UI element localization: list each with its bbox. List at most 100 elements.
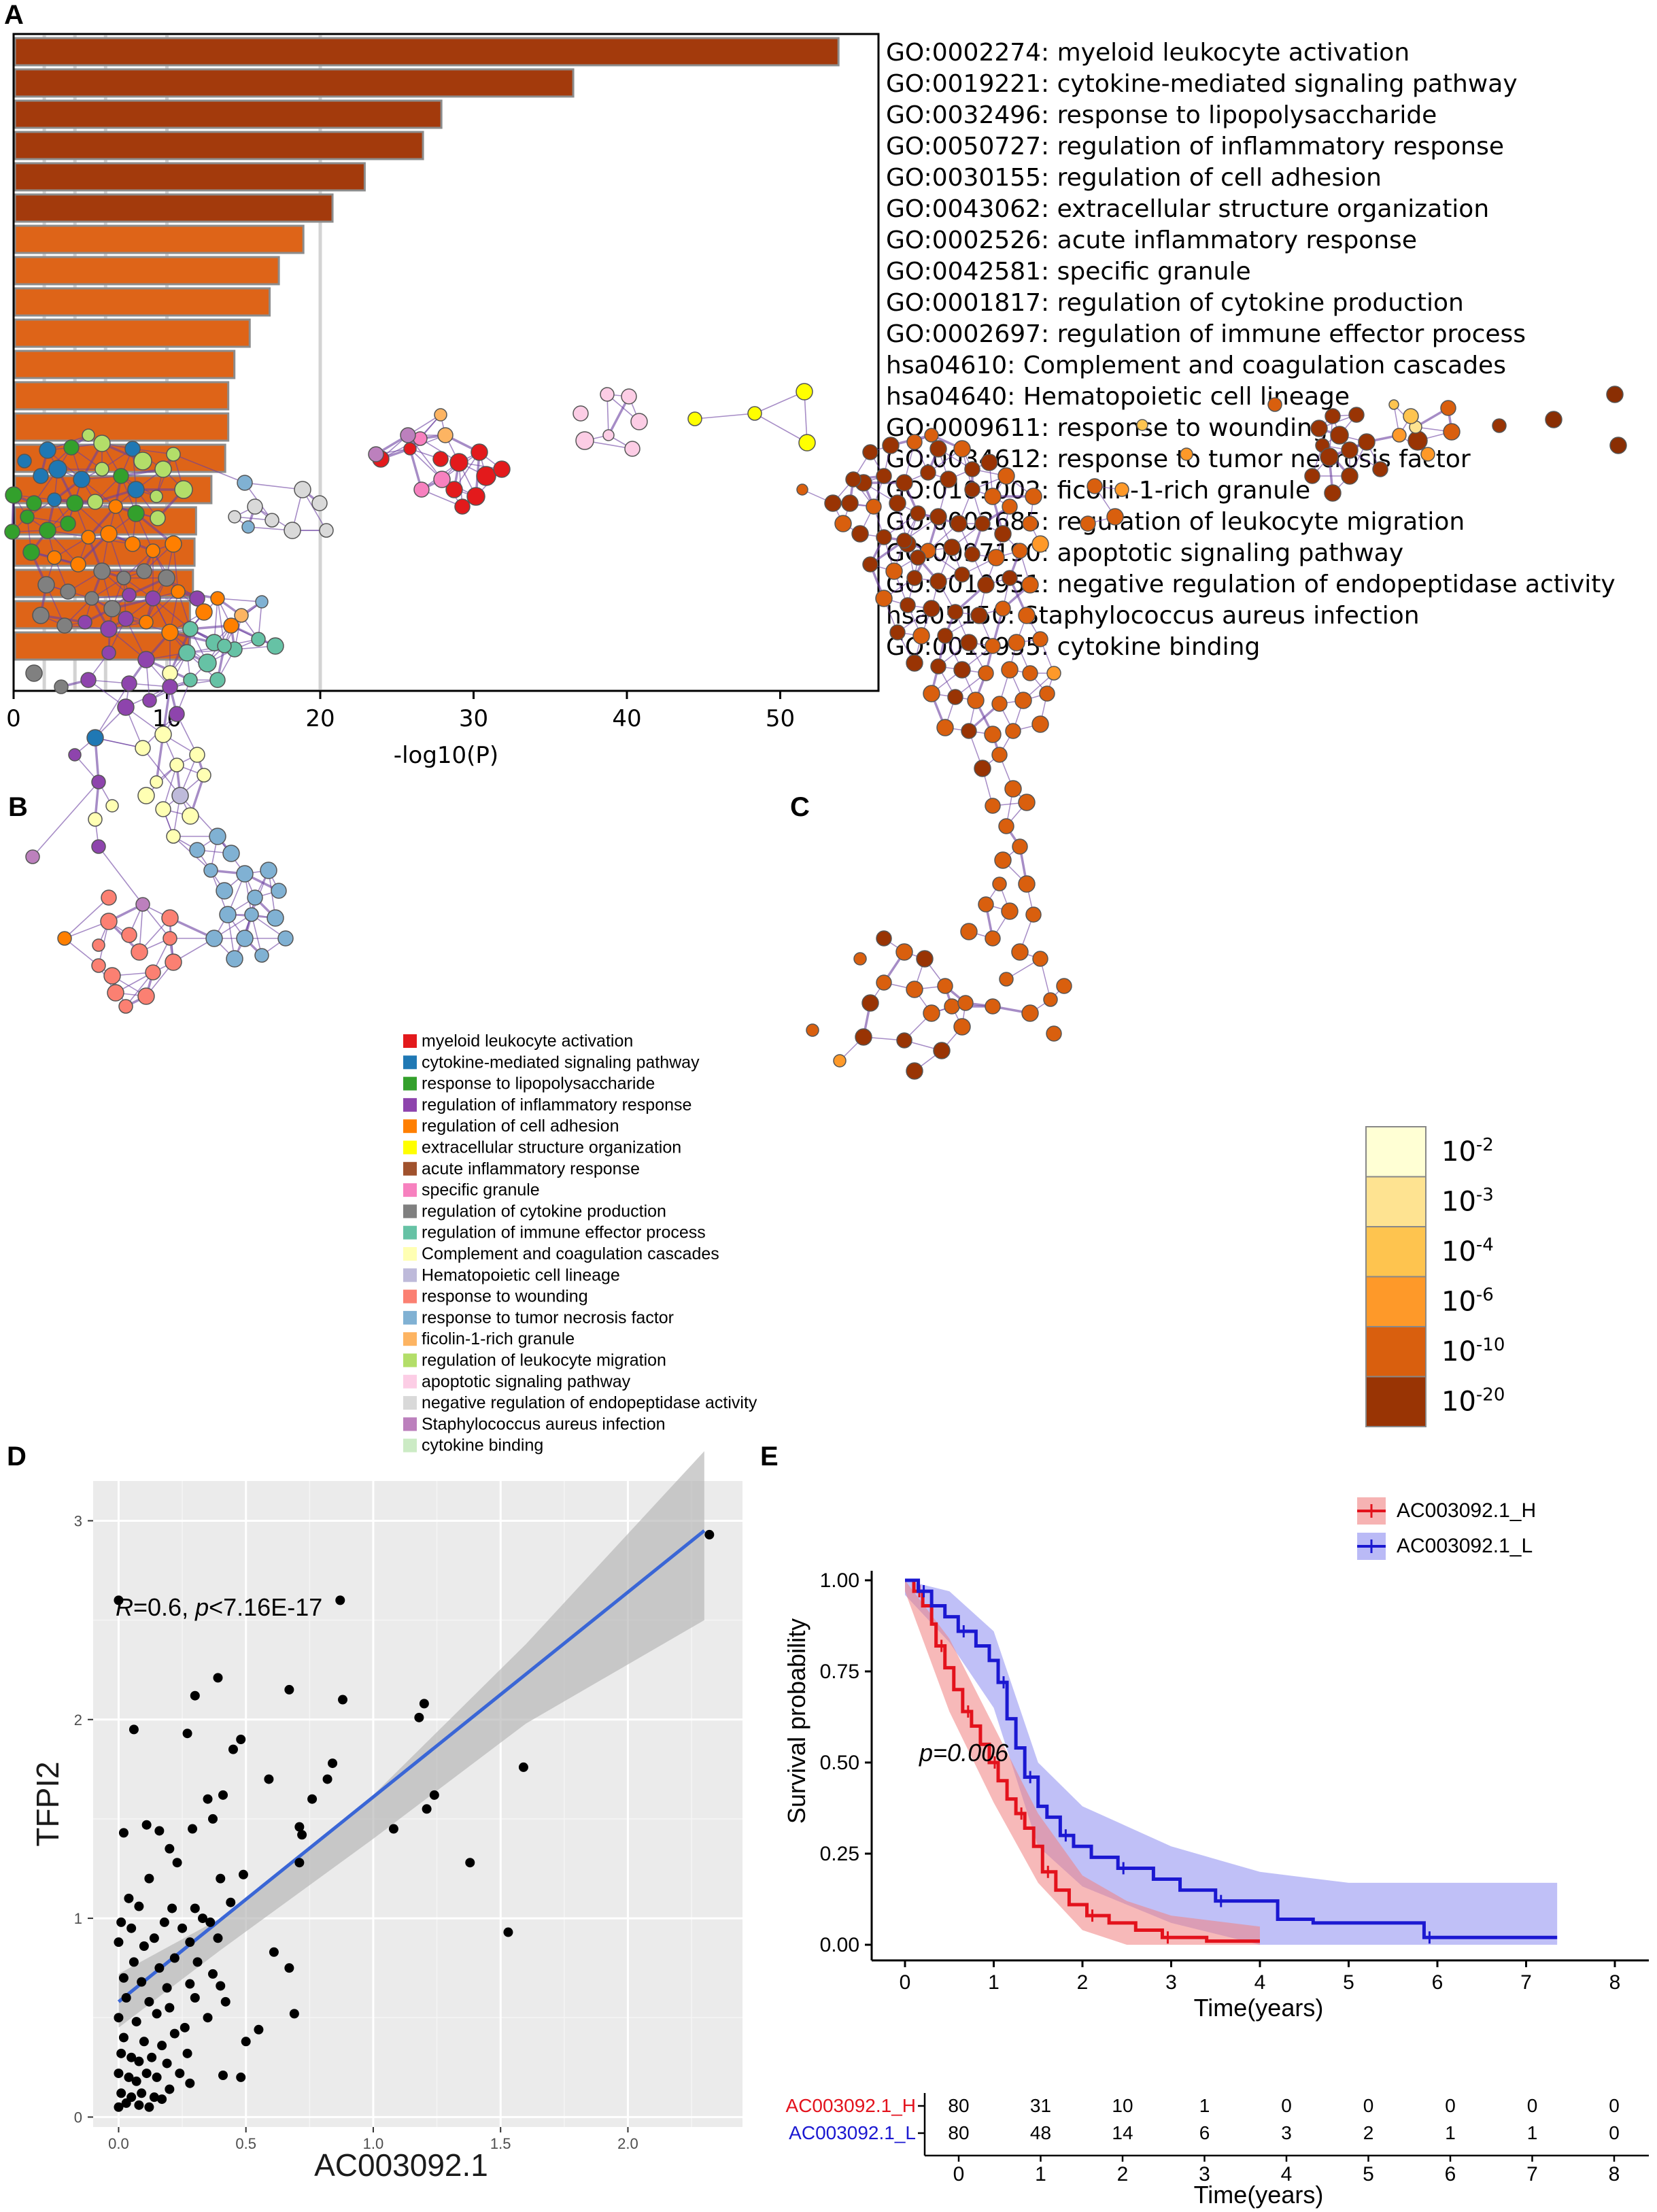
colorbar-exponent: -3 [1476, 1185, 1494, 1206]
network-edge [862, 1002, 872, 1038]
scatter-point [228, 1744, 238, 1754]
network-node [876, 930, 892, 947]
network-node [1056, 978, 1072, 994]
network-node [165, 953, 182, 971]
scatter-point [114, 1937, 124, 1947]
network-edge [197, 849, 232, 854]
network-edge [112, 975, 147, 997]
network-edge [244, 897, 256, 939]
network-edge [115, 992, 147, 997]
legend-swatch [403, 1396, 417, 1410]
risk-count: 0 [1609, 2095, 1620, 2116]
network-edge [98, 965, 113, 976]
category-label: hsa04640: Hematopoietic cell lineage [886, 383, 1350, 411]
bar [14, 256, 280, 286]
network-edge [883, 938, 905, 953]
risk-x-tick-label: 2 [1117, 2163, 1129, 2185]
panel-d-ylabel: TFPI2 [30, 1761, 65, 1846]
network-edge [234, 914, 252, 959]
x-tick-label: 50 [766, 705, 795, 732]
legend-swatch [403, 1268, 417, 1282]
x-tick-label: 5 [1343, 1971, 1354, 1994]
network-edge [169, 917, 215, 940]
network-edge [125, 995, 147, 1008]
network-edge [173, 836, 211, 871]
risk-count: 80 [948, 2095, 969, 2116]
network-edge [210, 836, 218, 871]
scatter-point [165, 1843, 175, 1854]
legend-label: cytokine binding [422, 1436, 543, 1455]
network-node [916, 950, 934, 968]
scatter-point [149, 2092, 159, 2103]
legend-label: negative regulation of endopeptidase act… [422, 1393, 757, 1412]
legend-swatch [403, 1438, 417, 1452]
network-edge [94, 781, 100, 820]
category-label: GO:0043062: extracellular structure orga… [886, 195, 1489, 223]
network-edge [268, 870, 279, 891]
network-edge [115, 972, 154, 993]
category-label: GO:0034612: response to tumor necrosis f… [886, 445, 1471, 473]
network-edge [968, 931, 993, 939]
network-edge [64, 938, 99, 966]
network-node [209, 828, 226, 845]
legend-swatch [403, 1204, 417, 1219]
scatter-point [152, 2072, 162, 2082]
colorbar-base: 10 [1441, 1336, 1476, 1367]
risk-count: 1 [1445, 2122, 1456, 2143]
scatter-point [213, 1673, 223, 1683]
annotation-r-value: =0.6, [133, 1593, 195, 1621]
network-edge [1019, 846, 1028, 885]
legend-swatch [403, 1119, 417, 1134]
legend-label: response to tumor necrosis factor [422, 1308, 674, 1327]
legend-label: regulation of cell adhesion [422, 1117, 619, 1136]
network-edge [64, 897, 109, 939]
network-edge [1006, 802, 1027, 827]
network-node [895, 943, 913, 961]
scatter-point [208, 1969, 218, 1979]
y-tick-label: 1.00 [820, 1569, 859, 1592]
network-node [1001, 902, 1019, 920]
network-edge [224, 873, 245, 891]
network-edge [112, 975, 116, 993]
network-node [91, 839, 106, 854]
scatter-point [284, 1963, 294, 1973]
network-edge [914, 958, 925, 990]
x-tick-label: 40 [612, 705, 641, 732]
category-label: GO:0009611: response to wounding [886, 414, 1328, 442]
legend-label: regulation of immune effector process [422, 1223, 706, 1242]
network-edge [227, 914, 276, 919]
network-edge [227, 914, 245, 939]
annotation-p-value: <7.16E-17 [209, 1593, 322, 1621]
scatter-point [226, 1897, 236, 1907]
network-edge [213, 914, 228, 939]
risk-count: 1 [1199, 2095, 1210, 2116]
x-tick-label: 10 [152, 705, 182, 732]
panel-d-plot-bg [93, 1481, 742, 2127]
legend-swatch [403, 1055, 417, 1070]
category-label: GO:0032496: response to lipopolysacchari… [886, 101, 1437, 129]
legend-label: regulation of leukocyte migration [422, 1351, 666, 1370]
scatter-point [118, 1828, 129, 1838]
network-node [944, 998, 960, 1015]
scatter-point [238, 1869, 248, 1879]
bar [14, 350, 236, 379]
scatter-point [185, 2078, 195, 2088]
bar [14, 224, 305, 254]
network-node [161, 909, 179, 927]
legend-label: response to wounding [422, 1287, 588, 1306]
risk-count: 14 [1112, 2122, 1133, 2143]
network-edge [1040, 958, 1051, 1000]
network-node [244, 907, 259, 922]
network-node [100, 913, 118, 930]
colorbar-exponent: -6 [1476, 1285, 1494, 1306]
legend-label: response to lipopolysaccharide [422, 1074, 655, 1093]
network-node [1011, 943, 1029, 961]
legend-label: AC003092.1_H [1397, 1499, 1536, 1522]
scatter-point [149, 1933, 159, 1943]
legend-swatch [403, 1289, 417, 1304]
risk-x-tick-label: 3 [1199, 2163, 1210, 2185]
category-label: GO:0019221: cytokine-mediated signaling … [886, 70, 1518, 98]
network-edge [163, 809, 174, 837]
scatter-point [131, 2076, 141, 2086]
colorbar-exponent: -20 [1476, 1385, 1505, 1406]
